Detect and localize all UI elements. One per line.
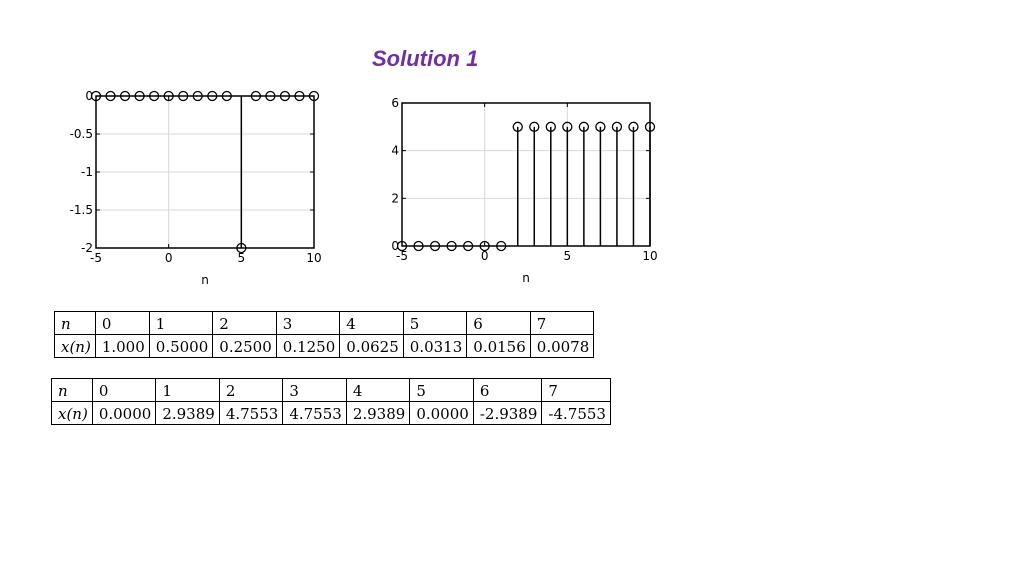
- table-cell: 1: [155, 378, 220, 402]
- y-tick-label: -2: [81, 241, 93, 255]
- stem-marker: [545, 121, 556, 132]
- x-tick-label: 10: [642, 249, 657, 263]
- table-cell: 2.9389: [155, 401, 220, 425]
- y-tick-label: -1.5: [70, 203, 93, 217]
- table-cell: 0: [94, 311, 150, 335]
- table-row-x: x(n) 1.000 0.5000 0.2500 0.1250 0.0625 0…: [54, 334, 595, 358]
- stem-marker: [134, 90, 145, 102]
- x-tick-label: -5: [90, 251, 102, 265]
- values-table-1: n 0 1 2 3 4 5 6 7 x(n) 1.000 0.5000 0.25…: [54, 311, 595, 358]
- stem-marker: [462, 240, 474, 252]
- y-tick-label: 4: [391, 144, 399, 158]
- table-row-n: n 0 1 2 3 4 5 6 7: [54, 311, 595, 335]
- table-cell: 0: [91, 378, 157, 402]
- stem-marker: [119, 90, 131, 102]
- table-cell: 4: [339, 311, 404, 335]
- y-tick-label: 2: [391, 191, 399, 205]
- stem-marker: [207, 90, 218, 102]
- x-tick-label: 0: [165, 251, 173, 265]
- stem-marker: [294, 90, 305, 102]
- stem-marker: [163, 90, 174, 102]
- stem-marker: [529, 121, 540, 132]
- table-cell: 2: [212, 311, 277, 335]
- y-tick-label: 6: [391, 96, 399, 110]
- table-cell: 1.000: [94, 334, 150, 358]
- stem-marker: [628, 121, 639, 132]
- page-title: Solution 1: [372, 46, 479, 71]
- table-cell: 4: [345, 378, 411, 402]
- stem-marker: [578, 121, 590, 132]
- y-tick-label: -1: [81, 165, 93, 179]
- table-cell: 3: [282, 378, 347, 402]
- table-cell: 6: [472, 378, 543, 402]
- stem-marker: [429, 240, 441, 252]
- table-row-x: x(n) 0.0000 2.9389 4.7553 4.7553 2.9389 …: [51, 401, 611, 425]
- row-header-x: x(n): [51, 401, 93, 425]
- y-tick-label: -0.5: [70, 127, 93, 141]
- stem-marker: [595, 121, 606, 132]
- table-cell: 5: [409, 378, 474, 402]
- table-cell: 0.0156: [466, 334, 531, 358]
- stem-marker: [148, 90, 160, 102]
- stem-marker: [236, 242, 247, 254]
- x-tick-label: 5: [564, 249, 572, 263]
- row-header-x: x(n): [54, 334, 96, 358]
- x-axis-label: n: [522, 271, 530, 285]
- table-cell: 4.7553: [218, 401, 284, 425]
- row-header-n: n: [51, 378, 93, 402]
- table-cell: 3: [275, 311, 341, 335]
- table-cell: 0.0313: [402, 334, 468, 358]
- x-tick-label: 5: [238, 251, 246, 265]
- table-cell: 0.1250: [275, 334, 341, 358]
- x-tick-label: 0: [481, 249, 489, 263]
- stem-marker: [265, 90, 276, 102]
- table-cell: 0.0000: [91, 401, 157, 425]
- y-tick-label: 0: [391, 239, 399, 253]
- stem-marker: [250, 90, 262, 102]
- table-cell: -4.7553: [541, 401, 611, 425]
- stem-marker: [512, 121, 523, 132]
- stem-marker: [221, 90, 232, 102]
- table-cell: 2: [218, 378, 284, 402]
- stem-marker: [396, 240, 408, 252]
- stem-marker: [279, 90, 291, 102]
- stem-marker: [105, 90, 116, 102]
- stem-marker: [479, 240, 490, 252]
- table-cell: 0.2500: [212, 334, 277, 358]
- table-cell: 4.7553: [282, 401, 347, 425]
- stem-marker: [178, 90, 189, 102]
- values-table-2: n 0 1 2 3 4 5 6 7 x(n) 0.0000 2.9389 4.7…: [51, 378, 611, 425]
- table-cell: 0.0078: [529, 334, 595, 358]
- y-tick-label: 0: [85, 89, 93, 103]
- table-cell: 5: [402, 311, 468, 335]
- table-cell: 7: [529, 311, 595, 335]
- stem-marker: [496, 240, 507, 252]
- table-cell: 1: [148, 311, 214, 335]
- table-cell: 0.0000: [409, 401, 474, 425]
- table-cell: 2.9389: [345, 401, 411, 425]
- table-cell: -2.9389: [472, 401, 543, 425]
- x-tick-label: -5: [396, 249, 408, 263]
- stem-marker: [192, 90, 203, 102]
- stem-marker: [446, 240, 457, 252]
- x-tick-label: 10: [306, 251, 321, 265]
- table-cell: 0.0625: [339, 334, 404, 358]
- table-cell: 6: [466, 311, 531, 335]
- stem-marker: [611, 121, 623, 132]
- stem-marker: [413, 240, 424, 252]
- row-header-n: n: [54, 311, 96, 335]
- stem-marker: [644, 121, 656, 132]
- stem-marker: [562, 121, 573, 132]
- table-cell: 0.5000: [148, 334, 214, 358]
- x-axis-label: n: [201, 273, 209, 287]
- table-cell: 7: [541, 378, 611, 402]
- stem-marker: [90, 90, 102, 102]
- table-row-n: n 0 1 2 3 4 5 6 7: [51, 378, 611, 402]
- stem-marker: [308, 90, 320, 102]
